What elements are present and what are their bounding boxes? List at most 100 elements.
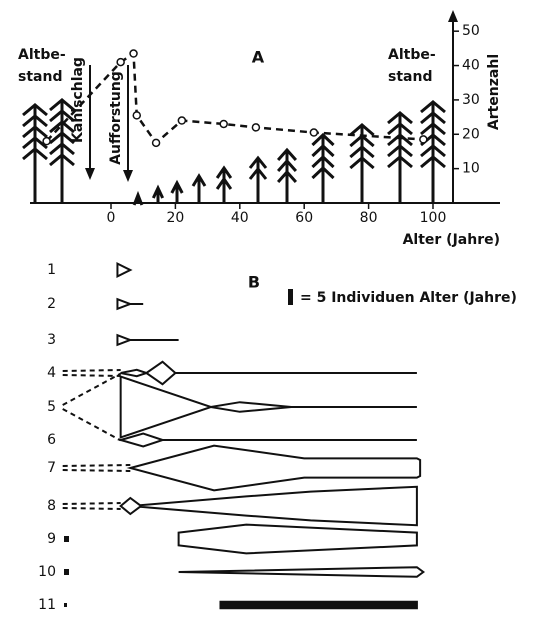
y-tick-label: 40 bbox=[462, 58, 480, 74]
tree-branch bbox=[387, 111, 413, 125]
row-marker bbox=[64, 569, 69, 575]
kite bbox=[116, 432, 417, 448]
y-tick-label: 20 bbox=[462, 126, 480, 142]
legend-symbol bbox=[288, 289, 293, 305]
y-tick-label: 30 bbox=[462, 92, 480, 108]
tree-branch bbox=[248, 166, 268, 180]
kite bbox=[116, 297, 144, 311]
row-label: 8 bbox=[47, 498, 56, 514]
tree-branch bbox=[420, 100, 446, 114]
annotation: Aufforstung bbox=[108, 71, 124, 165]
tree-branch bbox=[132, 190, 144, 206]
tree-branch bbox=[49, 98, 75, 112]
tree-branch bbox=[420, 122, 446, 136]
row-label: 11 bbox=[38, 597, 56, 613]
row-label: 5 bbox=[47, 399, 56, 415]
tree-branch bbox=[49, 142, 75, 156]
chart-title: A bbox=[252, 48, 265, 67]
x-tick-label: 60 bbox=[295, 210, 313, 226]
data-point bbox=[132, 111, 142, 120]
kite bbox=[116, 333, 179, 347]
axis-arrow bbox=[448, 10, 458, 22]
y-tick-label: 10 bbox=[462, 161, 480, 177]
prior-presence bbox=[62, 374, 121, 377]
data-point bbox=[42, 136, 51, 146]
row-label: 10 bbox=[38, 564, 56, 580]
tree-branch bbox=[311, 165, 335, 180]
tree-branch bbox=[387, 144, 413, 158]
annotation: Altbe- bbox=[18, 47, 66, 63]
legend-text: = 5 Individuen Alter (Jahre) bbox=[300, 290, 517, 306]
x-tick-label: 20 bbox=[166, 210, 184, 226]
tree-branch bbox=[49, 109, 75, 123]
row-label: 3 bbox=[47, 332, 56, 348]
chart-title: B bbox=[248, 273, 260, 292]
data-point bbox=[151, 138, 161, 148]
tree-branch bbox=[22, 136, 48, 150]
data-point bbox=[177, 116, 187, 125]
tree-branch bbox=[151, 184, 165, 199]
tree-branch bbox=[276, 147, 298, 161]
tree-branch bbox=[311, 154, 335, 169]
prior-presence bbox=[62, 469, 131, 472]
tree-branch bbox=[49, 153, 75, 167]
data-point bbox=[309, 128, 319, 137]
y-tick-label: 50 bbox=[462, 23, 480, 39]
tree-branch bbox=[215, 176, 233, 190]
x-tick-label: 40 bbox=[231, 210, 249, 226]
kite bbox=[178, 566, 426, 578]
tree-branch bbox=[420, 144, 446, 158]
x-tick-label: 100 bbox=[420, 210, 447, 226]
row-label: 9 bbox=[47, 531, 56, 547]
kite bbox=[219, 600, 418, 610]
tree-branch bbox=[387, 133, 413, 147]
row-label: 2 bbox=[47, 296, 56, 312]
kite bbox=[119, 485, 418, 527]
row-label: 6 bbox=[47, 432, 56, 448]
data-point bbox=[129, 49, 138, 58]
tree-branch bbox=[22, 103, 48, 117]
tree-branch bbox=[387, 155, 413, 169]
tree-branch bbox=[349, 156, 375, 170]
tree-branch bbox=[22, 114, 48, 128]
tree-branch bbox=[311, 132, 335, 147]
tree-branch bbox=[191, 173, 207, 187]
kite bbox=[177, 523, 418, 555]
x-tick-label: 80 bbox=[360, 210, 378, 226]
kite bbox=[120, 360, 417, 386]
row-marker bbox=[64, 603, 67, 607]
arrow-head bbox=[123, 170, 133, 182]
x-axis-label: Alter (Jahre) bbox=[403, 232, 500, 248]
prior-presence bbox=[62, 372, 122, 406]
row-label: 1 bbox=[47, 262, 56, 278]
tree-branch bbox=[276, 158, 298, 172]
tree-branch bbox=[22, 147, 48, 161]
annotation: stand bbox=[388, 69, 432, 85]
annotation: Altbe- bbox=[388, 47, 436, 63]
annotation: stand bbox=[18, 69, 62, 85]
kite bbox=[116, 261, 133, 279]
prior-presence bbox=[62, 507, 121, 510]
data-point bbox=[419, 135, 428, 144]
row-label: 7 bbox=[47, 460, 56, 476]
tree-branch bbox=[420, 155, 446, 169]
y-axis-label: Artenzahl bbox=[486, 54, 502, 130]
tree-branch bbox=[170, 179, 184, 194]
tree-branch bbox=[215, 165, 233, 179]
data-point bbox=[116, 57, 125, 67]
row-marker bbox=[64, 536, 69, 542]
tree-branch bbox=[22, 125, 48, 139]
prior-presence bbox=[62, 502, 121, 505]
annotation: Kahlschlag bbox=[70, 57, 86, 143]
tree-branch bbox=[49, 131, 75, 145]
tree-branch bbox=[311, 143, 335, 158]
tree-branch bbox=[349, 145, 375, 159]
data-point bbox=[251, 123, 261, 132]
tree-branch bbox=[387, 122, 413, 136]
prior-presence bbox=[62, 369, 121, 372]
prior-presence bbox=[62, 408, 122, 442]
tree-branch bbox=[349, 123, 375, 137]
tree-branch bbox=[248, 155, 268, 169]
prior-presence bbox=[62, 464, 131, 467]
